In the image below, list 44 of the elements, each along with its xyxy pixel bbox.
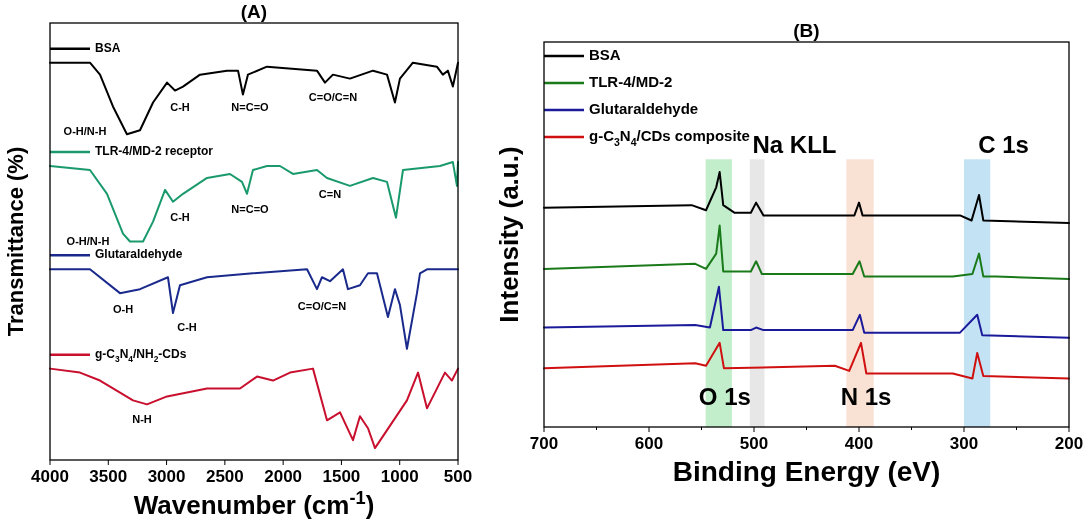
- legend-label: TLR-4/MD-2: [589, 72, 673, 90]
- band-label: N 1s: [840, 383, 892, 410]
- annotation: O-H/N-H: [66, 234, 110, 247]
- annotation: C=N: [318, 187, 342, 200]
- annotation: C-H: [170, 100, 190, 113]
- chart-title: (A): [240, 1, 268, 22]
- y-axis-title: Transmittance (%): [3, 146, 28, 337]
- x-tick-label: 500: [443, 467, 473, 486]
- annotation: C=O/C=N: [297, 299, 347, 312]
- x-tick-label: 500: [739, 434, 769, 453]
- legend-label: BSA: [95, 40, 121, 55]
- legend-label: Glutaraldehyde: [95, 247, 183, 262]
- x-tick-label: 400: [844, 434, 874, 453]
- x-tick-label: 1500: [322, 467, 361, 486]
- annotation: C-H: [177, 320, 197, 333]
- legend-label: g-C$_{3}$N$_{4}$/CDs composite: [589, 126, 750, 148]
- annotation: C-H: [170, 210, 190, 223]
- annotation: O-H/N-H: [63, 124, 107, 137]
- annotation: O-H: [112, 302, 134, 315]
- x-tick-label: 200: [1054, 434, 1084, 453]
- band-label: Na KLL: [752, 131, 837, 159]
- legend-label: g-C$_{3}$N$_{4}$/NH$_{2}$-CDs: [95, 346, 187, 364]
- legend-label: TLR-4/MD-2 receptor: [95, 144, 214, 159]
- band-label: C 1s: [978, 131, 1029, 159]
- x-tick-label: 3000: [147, 467, 186, 486]
- annotation: N-H: [132, 412, 152, 425]
- x-tick-label: 3500: [89, 467, 128, 486]
- band-label: O 1s: [698, 383, 751, 410]
- annotation: N=C=O: [231, 100, 270, 113]
- x-tick-label: 1000: [380, 467, 419, 486]
- chart-title: (B): [793, 20, 820, 41]
- legend-label: BSA: [589, 45, 621, 63]
- legend-label: Glutaraldehyde: [589, 99, 699, 117]
- x-axis-title: Binding Energy (eV): [672, 456, 941, 487]
- x-tick-label: 4000: [31, 467, 69, 486]
- x-tick-label: 2500: [205, 467, 244, 486]
- annotation: C=O/C=N: [308, 90, 358, 103]
- y-axis-title: Intensity (a.u.): [494, 146, 524, 323]
- annotation: N=C=O: [231, 202, 270, 215]
- x-tick-label: 700: [529, 434, 559, 453]
- x-tick-label: 2000: [264, 467, 303, 486]
- x-tick-label: 600: [634, 434, 664, 453]
- x-axis-title: Wavenumber (cm$^{-1}$): [133, 488, 375, 520]
- x-tick-label: 300: [949, 434, 979, 453]
